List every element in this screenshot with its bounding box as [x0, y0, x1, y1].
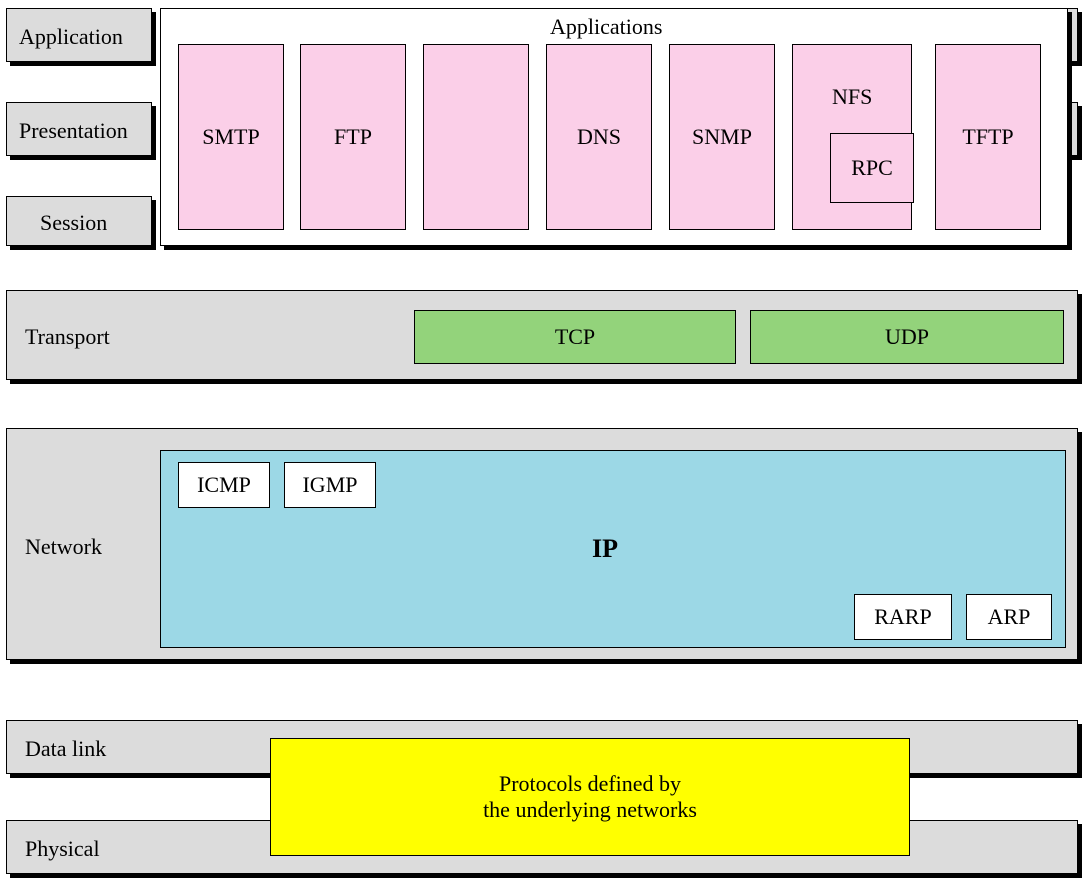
- app-ftp: FTP: [300, 44, 406, 230]
- app-dns-label: DNS: [577, 124, 621, 150]
- app-dns: DNS: [546, 44, 652, 230]
- net-arp-label: ARP: [988, 604, 1031, 630]
- net-rarp-label: RARP: [874, 604, 931, 630]
- ip-label: IP: [592, 534, 618, 564]
- app-tftp: TFTP: [935, 44, 1041, 230]
- app-smtp: SMTP: [178, 44, 284, 230]
- transport-udp: UDP: [750, 310, 1064, 364]
- app-tftp-label: TFTP: [962, 124, 1013, 150]
- transport-udp-label: UDP: [885, 324, 929, 350]
- layer-network-label: Network: [25, 534, 102, 560]
- underlying-protocols-box: Protocols defined by the underlying netw…: [270, 738, 910, 856]
- app-snmp: SNMP: [669, 44, 775, 230]
- net-arp: ARP: [966, 594, 1052, 640]
- network-stack-diagram: Application Presentation Session Applica…: [0, 0, 1088, 895]
- app-rpc: RPC: [830, 133, 914, 203]
- transport-tcp-label: TCP: [555, 324, 595, 350]
- layer-physical-label: Physical: [25, 836, 100, 862]
- app-ftp-label: FTP: [334, 124, 372, 150]
- layer-datalink-label: Data link: [25, 736, 106, 762]
- layer-transport-label: Transport: [25, 324, 110, 350]
- app-rpc-label: RPC: [851, 155, 893, 181]
- net-igmp-label: IGMP: [302, 472, 357, 498]
- app-nfs-label: NFS: [832, 84, 872, 110]
- app-smtp-label: SMTP: [202, 124, 259, 150]
- app-snmp-label: SNMP: [692, 124, 752, 150]
- app-blank: [423, 44, 529, 230]
- applications-title: Applications: [550, 14, 662, 40]
- net-rarp: RARP: [854, 594, 952, 640]
- transport-tcp: TCP: [414, 310, 736, 364]
- net-icmp-label: ICMP: [197, 472, 251, 498]
- layer-session-label: Session: [40, 210, 107, 236]
- layer-application-label: Application: [19, 24, 123, 50]
- net-icmp: ICMP: [178, 462, 270, 508]
- net-igmp: IGMP: [284, 462, 376, 508]
- layer-presentation-label: Presentation: [19, 118, 128, 144]
- underlying-line1: Protocols defined by: [499, 771, 681, 797]
- underlying-line2: the underlying networks: [483, 797, 697, 823]
